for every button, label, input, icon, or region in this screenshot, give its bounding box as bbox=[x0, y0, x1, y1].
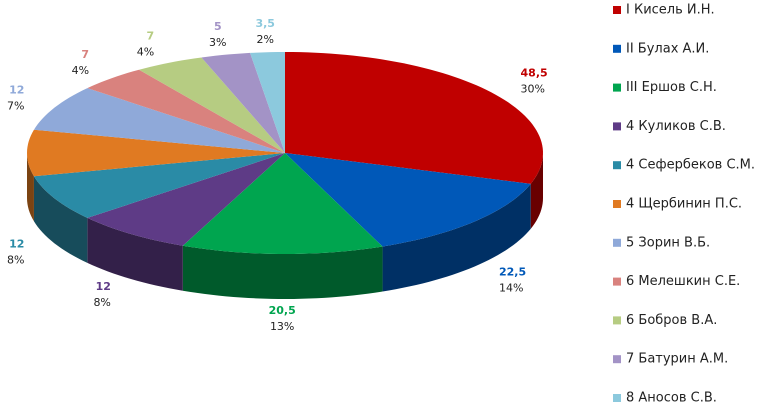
legend-label: 8 Аносов С.В. bbox=[626, 391, 717, 406]
percent-label: 8% bbox=[7, 253, 24, 266]
slice bbox=[33, 153, 286, 218]
value-label: 22,5 bbox=[499, 265, 526, 278]
percent-label: 8% bbox=[93, 296, 110, 309]
percent-label: 14% bbox=[499, 281, 523, 294]
slice bbox=[87, 69, 285, 153]
legend-label: 4 Сефербеков С.М. bbox=[626, 158, 755, 173]
value-label: 12 bbox=[96, 280, 111, 293]
legend-swatch bbox=[613, 394, 621, 402]
slice-side bbox=[87, 217, 183, 291]
slice bbox=[285, 153, 531, 247]
legend-swatch bbox=[613, 44, 621, 53]
value-label: 48,5 bbox=[521, 67, 548, 80]
slice-side bbox=[182, 245, 383, 299]
percent-label: 30% bbox=[521, 83, 545, 96]
slice-side bbox=[33, 176, 88, 263]
slice bbox=[285, 52, 543, 184]
legend-label: 6 Бобров В.А. bbox=[626, 313, 717, 328]
value-label: 12 bbox=[9, 84, 24, 97]
legend-swatch bbox=[613, 122, 621, 131]
slice bbox=[27, 129, 285, 177]
slice-side bbox=[27, 153, 34, 222]
legend-swatch bbox=[613, 83, 621, 92]
legend-swatch bbox=[613, 355, 621, 364]
legend-label: 6 Мелешкин С.Е. bbox=[626, 274, 740, 289]
legend-label: II Булах А.И. bbox=[626, 41, 709, 56]
slice bbox=[87, 153, 285, 246]
legend-swatch bbox=[613, 6, 621, 14]
legend-swatch bbox=[613, 316, 621, 325]
percent-label: 4% bbox=[72, 64, 89, 77]
percent-label: 13% bbox=[270, 320, 294, 333]
legend-swatch bbox=[613, 200, 621, 208]
legend-swatch bbox=[613, 161, 621, 170]
slice-side bbox=[530, 153, 543, 229]
percent-label: 2% bbox=[257, 33, 274, 46]
percent-label: 7% bbox=[7, 100, 24, 113]
slice bbox=[33, 88, 286, 153]
value-label: 12 bbox=[9, 237, 24, 250]
legend-label: 4 Куликов С.В. bbox=[626, 119, 726, 134]
legend-label: 5 Зорин В.Б. bbox=[626, 235, 710, 250]
slice bbox=[201, 52, 285, 153]
percent-label: 4% bbox=[137, 46, 154, 59]
legend-label: 4 Щербинин П.С. bbox=[626, 197, 742, 212]
legend-swatch bbox=[613, 238, 621, 247]
value-label: 20,5 bbox=[269, 304, 296, 317]
slice bbox=[182, 153, 383, 254]
percent-label: 3% bbox=[209, 36, 226, 49]
value-label: 7 bbox=[147, 30, 155, 43]
value-label: 3,5 bbox=[255, 17, 275, 30]
legend-label: I Кисель И.Н. bbox=[626, 3, 715, 18]
slice-side bbox=[382, 183, 531, 292]
legend-swatch bbox=[613, 277, 621, 286]
value-label: 7 bbox=[81, 48, 89, 61]
legend-label: 7 Батурин А.М. bbox=[626, 352, 728, 367]
slice bbox=[250, 52, 285, 153]
legend-label: III Ершов С.Н. bbox=[626, 80, 717, 95]
value-label: 5 bbox=[214, 20, 222, 33]
slice bbox=[139, 57, 285, 153]
